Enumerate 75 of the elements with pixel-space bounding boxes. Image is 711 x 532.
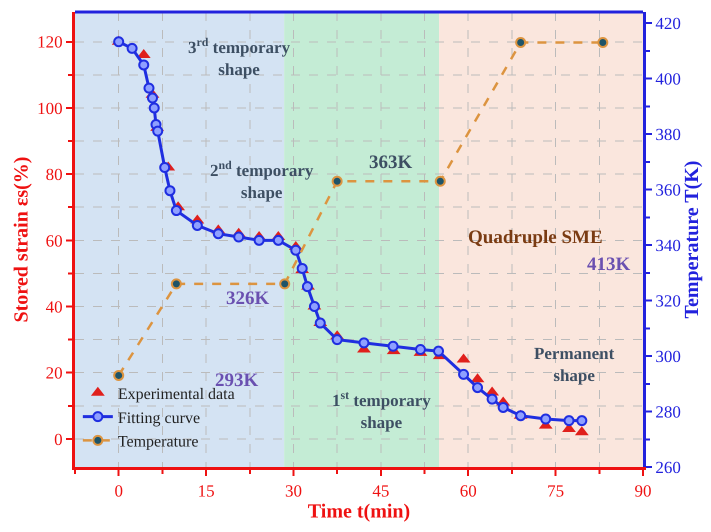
y-tick-label: 0 — [54, 430, 63, 449]
y2-tick-label: 420 — [655, 14, 681, 34]
annotation: 2$^{nd}$ temporary shape — [210, 158, 314, 202]
point — [308, 301, 320, 312]
annotation: 3$^{rd}$ temporary shape — [188, 35, 291, 80]
y-tick-label: 120 — [37, 32, 63, 52]
point — [272, 234, 284, 246]
point — [515, 410, 526, 422]
annotation: Permanent shape — [534, 344, 615, 386]
point — [302, 281, 313, 292]
point — [290, 244, 302, 256]
point — [314, 318, 326, 329]
point — [433, 346, 444, 357]
point — [138, 59, 150, 70]
point — [472, 382, 484, 394]
annotation: 363K — [369, 152, 412, 173]
point — [486, 394, 498, 405]
point — [540, 414, 552, 425]
point — [170, 278, 182, 290]
x-tick-label: 45 — [372, 481, 390, 500]
point — [126, 42, 138, 54]
x-tick-label: 0 — [114, 481, 123, 500]
point — [388, 340, 399, 352]
y2-tick-label: 320 — [655, 291, 681, 310]
x-tick-label: 15 — [198, 481, 215, 500]
y-tick-label: 80 — [46, 165, 63, 184]
point — [113, 370, 124, 381]
x-axis-title: Time t(min) — [308, 500, 410, 522]
point — [212, 228, 224, 240]
point — [358, 337, 370, 348]
y-axis-title: Stored strain εs(%) — [10, 156, 33, 322]
y-tick-label: 60 — [46, 231, 63, 250]
point — [233, 232, 244, 243]
x-tick-label: 60 — [460, 481, 477, 500]
point — [170, 205, 182, 216]
point — [143, 82, 154, 94]
y2-tick-label: 360 — [655, 180, 681, 200]
point — [597, 37, 608, 48]
annotation: 326K — [226, 288, 270, 309]
point — [159, 162, 170, 174]
annotation: 413K — [587, 254, 630, 275]
point — [332, 334, 343, 346]
legend-label: Temperature — [118, 434, 198, 451]
point — [414, 344, 426, 356]
point — [146, 92, 158, 104]
x-tick-label: 90 — [634, 481, 652, 500]
y-tick-label: 20 — [46, 364, 63, 383]
point — [164, 185, 176, 196]
point — [515, 37, 526, 48]
y2-axis-title: Temperature T(K) — [680, 160, 703, 318]
y2-tick-label: 260 — [655, 458, 681, 477]
point — [254, 234, 265, 246]
point — [192, 220, 203, 231]
y2-tick-label: 380 — [655, 125, 681, 144]
point — [148, 102, 160, 114]
point — [332, 176, 343, 187]
legend-label: Fitting curve — [118, 410, 200, 427]
annotation: 1$^{st}$ temporary shape — [332, 388, 432, 432]
point — [498, 402, 509, 413]
point — [458, 368, 470, 380]
y2-tick-label: 300 — [655, 346, 681, 366]
point — [434, 176, 446, 187]
y-tick-label: 100 — [37, 98, 63, 118]
point — [152, 126, 164, 137]
x-tick-label: 75 — [547, 481, 564, 500]
y2-tick-label: 340 — [655, 236, 681, 255]
y-tick-label: 40 — [46, 297, 63, 316]
y2-tick-label: 400 — [655, 70, 681, 89]
point — [576, 415, 588, 426]
x-tick-label: 30 — [284, 481, 302, 500]
point — [279, 278, 290, 290]
point — [564, 415, 575, 426]
point — [113, 36, 124, 48]
y2-tick-label: 280 — [655, 402, 681, 422]
annotation: Quadruple SME — [468, 227, 603, 248]
